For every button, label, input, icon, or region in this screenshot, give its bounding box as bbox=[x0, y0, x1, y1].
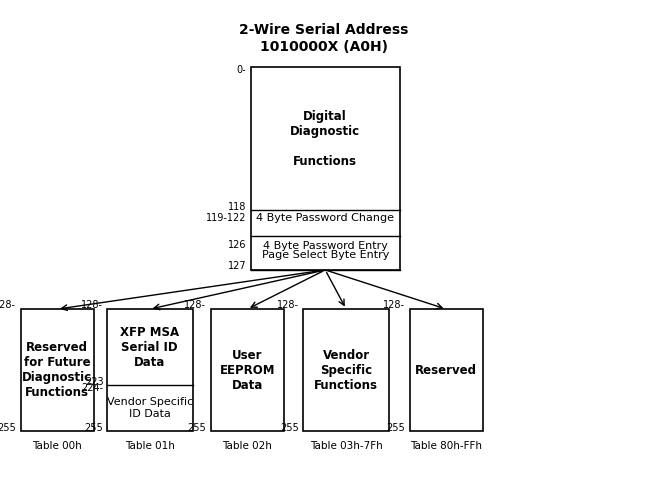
Text: 128-: 128- bbox=[277, 300, 299, 311]
Text: 0-: 0- bbox=[237, 65, 246, 75]
Text: 224-: 224- bbox=[82, 383, 104, 393]
Text: Vendor Specific
ID Data: Vendor Specific ID Data bbox=[107, 397, 193, 419]
Text: 126: 126 bbox=[228, 240, 246, 250]
Text: 255: 255 bbox=[387, 423, 405, 433]
Text: 128-: 128- bbox=[0, 300, 16, 311]
Text: Digital
Diagnostic

Functions: Digital Diagnostic Functions bbox=[290, 109, 360, 168]
Text: Page Select Byte Entry: Page Select Byte Entry bbox=[261, 250, 389, 260]
Text: 118: 118 bbox=[228, 202, 246, 212]
Text: 4 Byte Password Entry: 4 Byte Password Entry bbox=[263, 240, 387, 251]
Bar bbox=[107, 309, 193, 431]
Text: XFP MSA
Serial ID
Data: XFP MSA Serial ID Data bbox=[120, 325, 180, 369]
Text: 255: 255 bbox=[187, 423, 207, 433]
Text: 2-Wire Serial Address: 2-Wire Serial Address bbox=[239, 24, 409, 37]
Text: 223: 223 bbox=[85, 377, 104, 387]
Bar bbox=[410, 309, 482, 431]
Bar bbox=[251, 67, 400, 270]
Text: 1010000X (A0H): 1010000X (A0H) bbox=[259, 40, 387, 54]
Text: Table 00h: Table 00h bbox=[32, 441, 82, 451]
Text: User
EEPROM
Data: User EEPROM Data bbox=[220, 348, 275, 392]
Text: Table 80h-FFh: Table 80h-FFh bbox=[411, 441, 482, 451]
Text: 255: 255 bbox=[84, 423, 102, 433]
Text: 127: 127 bbox=[228, 261, 246, 271]
Bar bbox=[211, 309, 284, 431]
Text: 128-: 128- bbox=[383, 300, 405, 311]
Text: Vendor
Specific
Functions: Vendor Specific Functions bbox=[314, 348, 378, 392]
Text: Table 03h-7Fh: Table 03h-7Fh bbox=[310, 441, 383, 451]
Text: Table 01h: Table 01h bbox=[125, 441, 175, 451]
Bar bbox=[21, 309, 94, 431]
Text: 4 Byte Password Change: 4 Byte Password Change bbox=[256, 213, 394, 223]
Text: Reserved
for Future
Diagnostic
Functions: Reserved for Future Diagnostic Functions bbox=[22, 341, 92, 399]
Text: Table 02h: Table 02h bbox=[222, 441, 273, 451]
Text: 255: 255 bbox=[0, 423, 16, 433]
Text: 128-: 128- bbox=[184, 300, 207, 311]
Bar bbox=[304, 309, 389, 431]
Text: Reserved: Reserved bbox=[415, 364, 477, 377]
Text: 119-122: 119-122 bbox=[206, 213, 246, 223]
Text: 128-: 128- bbox=[81, 300, 102, 311]
Text: 255: 255 bbox=[280, 423, 299, 433]
